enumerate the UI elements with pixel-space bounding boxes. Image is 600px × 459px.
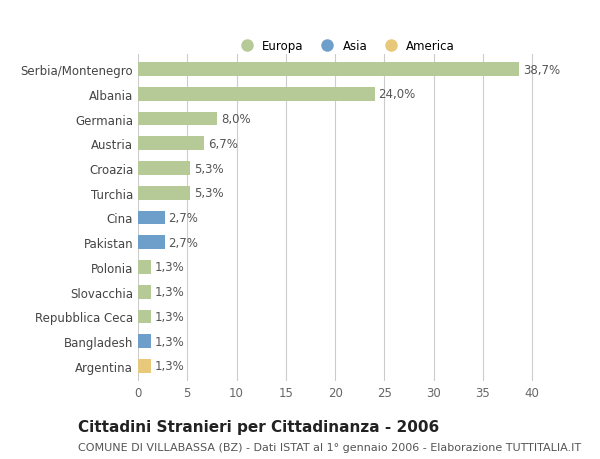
Bar (138, 310, 151, 324)
Text: 2,7%: 2,7% (169, 236, 199, 249)
Bar (138, 63, 520, 77)
Text: 1,3%: 1,3% (155, 261, 185, 274)
Text: 1,3%: 1,3% (155, 310, 185, 323)
Text: 38,7%: 38,7% (523, 63, 560, 76)
Bar (138, 211, 164, 225)
Text: COMUNE DI VILLABASSA (BZ) - Dati ISTAT al 1° gennaio 2006 - Elaborazione TUTTITA: COMUNE DI VILLABASSA (BZ) - Dati ISTAT a… (78, 442, 581, 452)
Bar (138, 261, 151, 274)
Text: 5,3%: 5,3% (194, 187, 224, 200)
Bar (138, 236, 164, 250)
Legend: Europa, Asia, America: Europa, Asia, America (230, 35, 460, 57)
Bar (138, 186, 190, 200)
Bar (138, 335, 151, 348)
Bar (138, 285, 151, 299)
Text: 1,3%: 1,3% (155, 285, 185, 298)
Bar (138, 162, 190, 175)
Bar (138, 137, 204, 151)
Text: 1,3%: 1,3% (155, 360, 185, 373)
Bar (138, 88, 374, 101)
Text: 8,0%: 8,0% (221, 113, 250, 126)
Text: 2,7%: 2,7% (169, 212, 199, 224)
Text: 24,0%: 24,0% (379, 88, 416, 101)
Bar (138, 112, 217, 126)
Text: Cittadini Stranieri per Cittadinanza - 2006: Cittadini Stranieri per Cittadinanza - 2… (78, 419, 439, 434)
Bar (138, 359, 151, 373)
Text: 6,7%: 6,7% (208, 138, 238, 151)
Text: 5,3%: 5,3% (194, 162, 224, 175)
Text: 1,3%: 1,3% (155, 335, 185, 348)
